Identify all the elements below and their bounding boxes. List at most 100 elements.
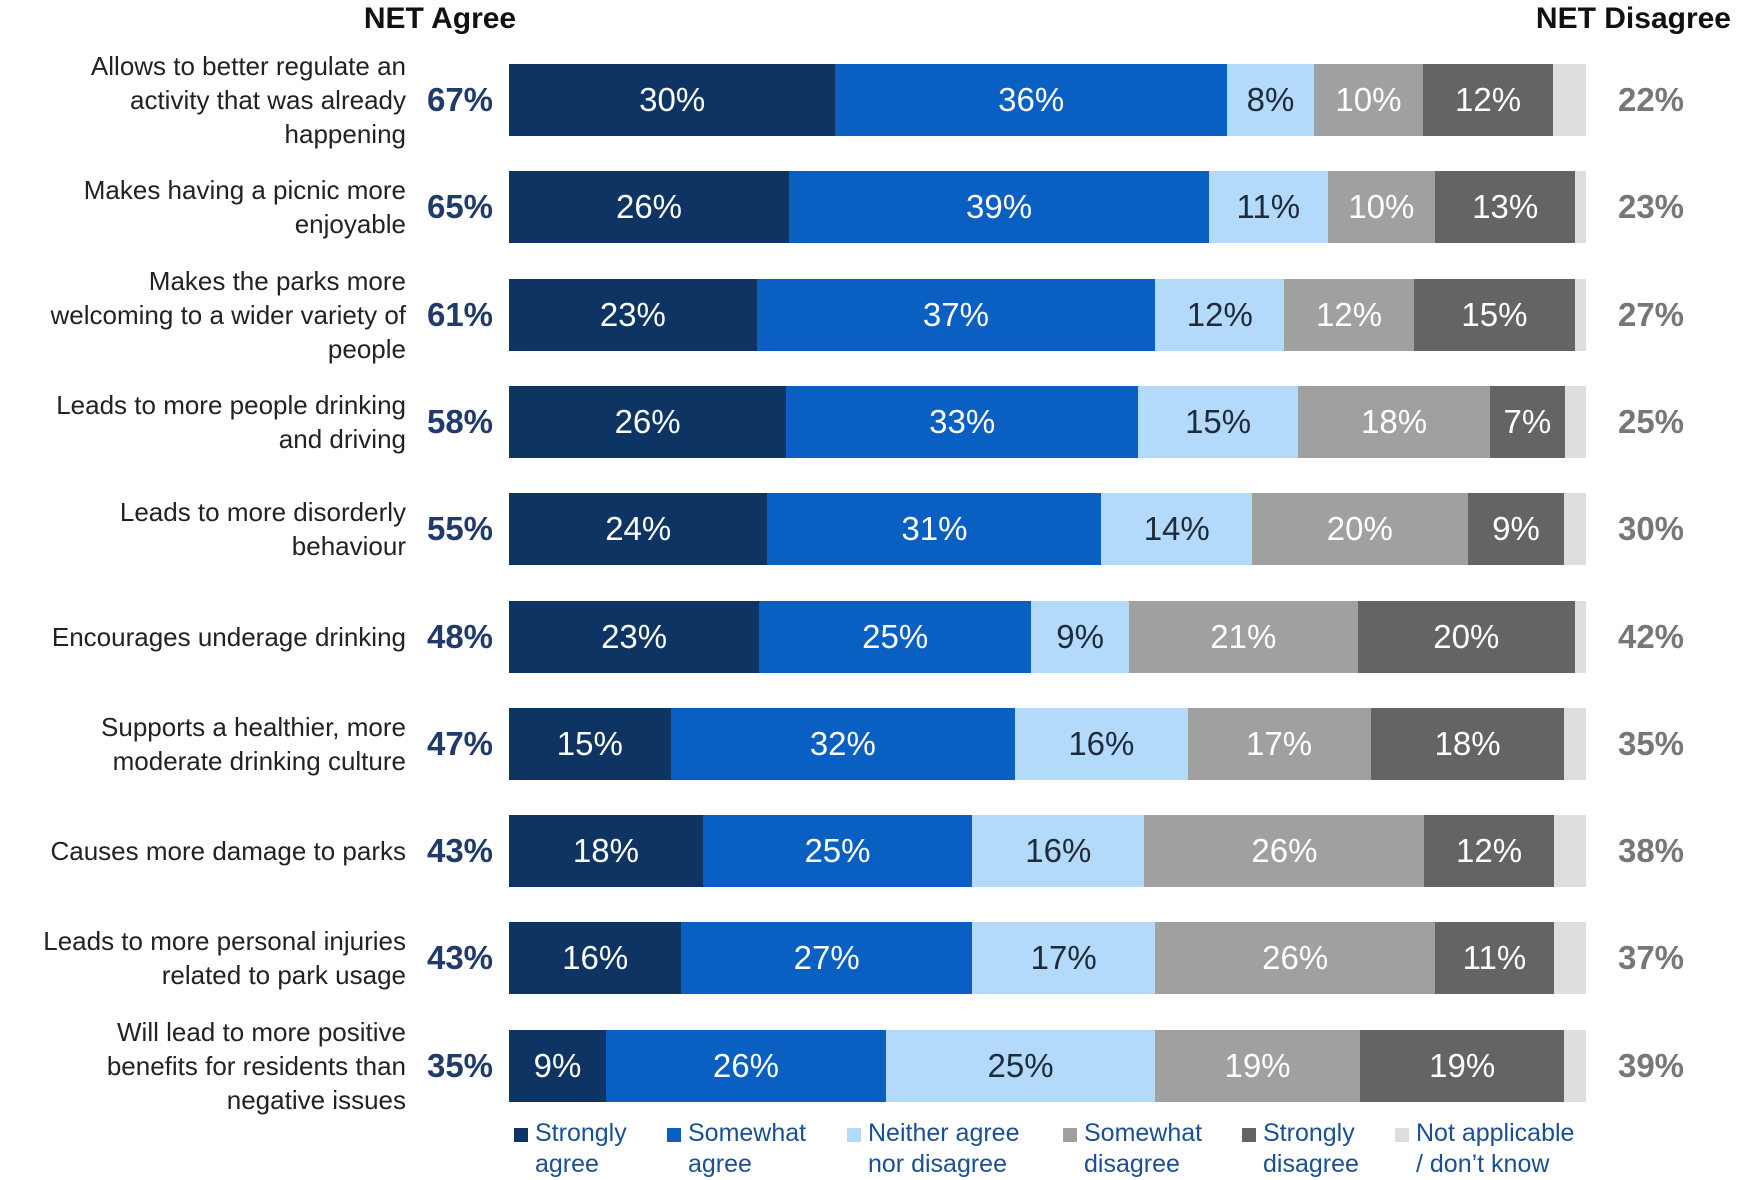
category-label: Makes having a picnic more enjoyable	[0, 173, 406, 241]
bar-segment	[1129, 600, 1358, 673]
category-label-line: activity that was already	[129, 85, 406, 115]
legend-swatch	[1242, 1128, 1256, 1142]
bar-segment	[1564, 707, 1586, 780]
bar-segment-label: 19%	[1429, 1046, 1496, 1084]
bar-segment	[509, 493, 768, 566]
legend-label-line: Strongly	[535, 1119, 627, 1147]
category-label-line: Allows to better regulate an	[90, 51, 406, 81]
category-label-line: Causes more damage to parks	[50, 836, 406, 867]
bar-segment	[1252, 493, 1468, 566]
legend-label-line: Not applicable	[1416, 1119, 1575, 1147]
bar-segment	[1155, 1029, 1360, 1102]
net-agree-value: 47%	[426, 724, 494, 762]
bar-segment-label: 10%	[1335, 81, 1402, 118]
net-agree-value: 55%	[426, 510, 494, 548]
category-label: Encourages underage drinking	[0, 620, 406, 654]
bar-segment-label: 20%	[1326, 510, 1393, 548]
bar-segment	[681, 922, 973, 995]
legend-swatch	[514, 1128, 528, 1142]
bar-segment-label: 17%	[1246, 724, 1313, 762]
bar-segment-label: 26%	[1262, 939, 1329, 977]
legend-label: Somewhat disagree	[1084, 1118, 1202, 1180]
category-label: Will lead to more positive benefits for r…	[0, 1015, 406, 1117]
bar-segment	[767, 493, 1102, 566]
bar-segment-label: 32%	[809, 724, 876, 762]
bar-segment-label: 33%	[929, 402, 996, 440]
bar-segment	[885, 1029, 1156, 1102]
bar-segment-label: 26%	[614, 402, 681, 440]
legend-label: Strongly agree	[535, 1118, 627, 1180]
net-agree-value: 35%	[426, 1046, 494, 1084]
category-label: Leads to more disorderly behaviour	[0, 495, 406, 563]
legend-label-line: disagree	[1263, 1150, 1359, 1178]
bar-segment-label: 16%	[562, 939, 629, 977]
net-agree-value: 61%	[426, 295, 494, 333]
bar-segment	[1564, 385, 1586, 458]
bar-segment	[1467, 493, 1565, 566]
bar-segment	[1370, 707, 1565, 780]
category-label-line: people	[327, 333, 406, 364]
bar-segment-label: 24%	[605, 510, 672, 548]
bar-segment	[509, 1029, 606, 1102]
legend-label-line: Somewhat	[688, 1119, 807, 1147]
legend-label-line: disagree	[1084, 1150, 1180, 1178]
bar-segment-label: 12%	[1456, 832, 1523, 870]
legend-swatch	[847, 1128, 861, 1142]
bar-segment-label: 30%	[639, 81, 706, 118]
bar-segment	[756, 278, 1156, 351]
category-label-line: Encourages underage drinking	[51, 621, 406, 652]
bar-segment	[1314, 64, 1423, 136]
category-label-line: benefits for residents than	[106, 1050, 406, 1081]
bar-segment	[1284, 278, 1414, 351]
bar-segment	[1357, 600, 1576, 673]
bar-segment	[789, 171, 1210, 244]
bar-segment-label: 18%	[1434, 724, 1501, 762]
bar-segment-label: 23%	[601, 617, 668, 655]
bar-segment	[509, 278, 757, 351]
bar-segment	[1564, 1029, 1586, 1102]
category-label-line: Makes the parks more	[148, 265, 406, 296]
bar-segment	[1435, 922, 1554, 995]
category-label: Makes the parks more welcoming to a wider…	[0, 264, 406, 366]
category-label-line: Supports a healthier, more	[101, 711, 406, 742]
category-label-line: Leads to more people drinking	[56, 389, 406, 420]
bar-segment-label: 31%	[901, 510, 968, 548]
category-label-line: Makes having a picnic more	[83, 175, 406, 206]
bar-segment-label: 39%	[965, 188, 1033, 226]
legend-swatch	[667, 1128, 681, 1142]
legend-swatch	[1395, 1128, 1409, 1142]
bar-segment	[509, 171, 790, 244]
bar-segment-label: 26%	[1251, 832, 1318, 870]
bar-segment	[972, 922, 1156, 995]
bar-segment	[509, 922, 682, 995]
bar-segment	[1155, 922, 1436, 995]
net-disagree-value: 42%	[1617, 617, 1685, 655]
net-disagree-value: 23%	[1617, 188, 1685, 226]
bar-segment-label: 12%	[1186, 295, 1253, 333]
net-disagree-value: 27%	[1617, 295, 1685, 333]
bar-segment-label: 20%	[1433, 617, 1500, 655]
bar-segment	[1031, 600, 1130, 673]
bar-segment	[759, 600, 1032, 673]
legend-label-line: Strongly	[1263, 1119, 1355, 1147]
bar-segment	[1553, 922, 1586, 995]
category-label-line: Leads to more personal injuries	[43, 926, 406, 957]
net-disagree-value: 37%	[1617, 939, 1685, 977]
bar-segment	[1575, 278, 1586, 351]
legend-swatch	[1063, 1128, 1077, 1142]
bar-segment-label: 21%	[1210, 617, 1277, 655]
bar-segment-label: 37%	[922, 295, 989, 333]
bar-segment	[1435, 171, 1576, 244]
bar-segment	[605, 1029, 886, 1102]
bar-segment	[1327, 171, 1436, 244]
legend-label-line: Neither agree	[868, 1119, 1020, 1147]
bar-segment-label: 10%	[1348, 188, 1415, 226]
bar-segment	[1138, 385, 1299, 458]
legend-label: Somewhat agree	[688, 1118, 806, 1180]
bar-segment	[509, 64, 836, 136]
bar-segment-label: 11%	[1236, 188, 1301, 226]
bar-segment	[1298, 385, 1491, 458]
legend-label-line: nor disagree	[868, 1150, 1007, 1178]
bar-segment-label: 25%	[862, 617, 929, 655]
